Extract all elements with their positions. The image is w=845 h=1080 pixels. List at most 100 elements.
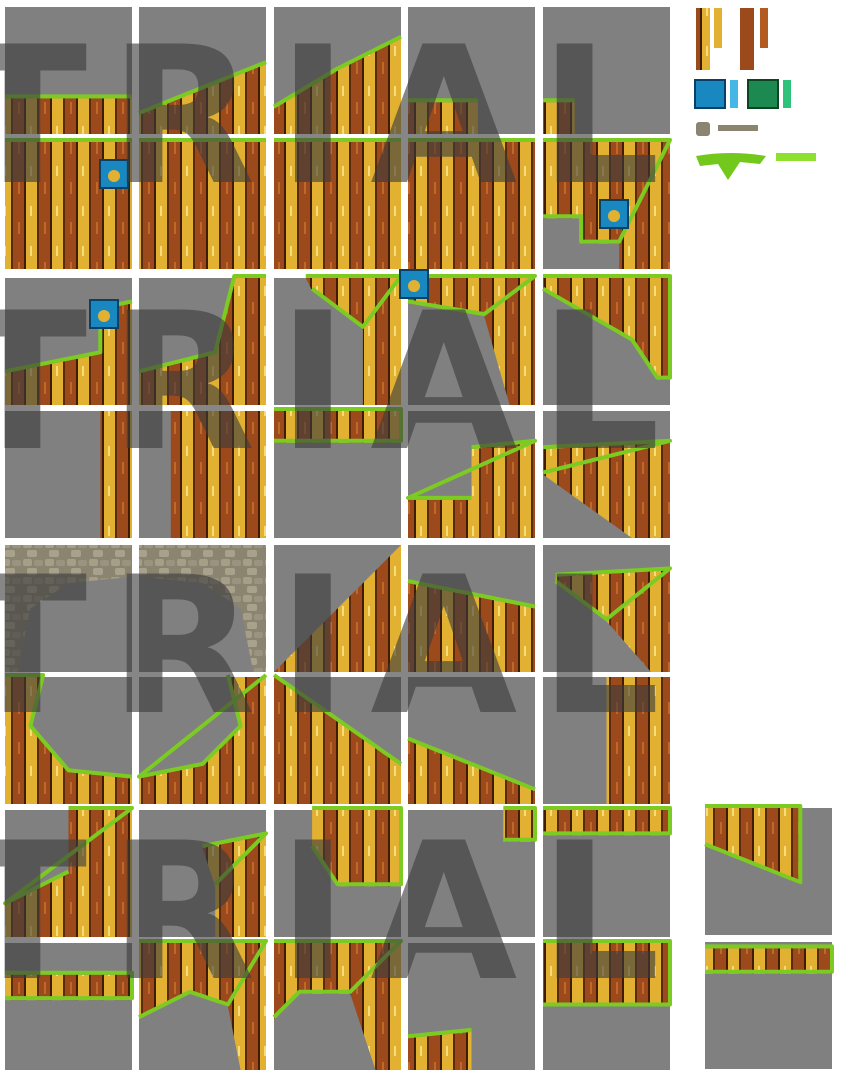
tile (138, 274, 266, 405)
tile (138, 939, 268, 1070)
grass-edge (554, 566, 672, 622)
paw-block (89, 299, 119, 329)
tile (407, 545, 536, 672)
grass-edge (3, 806, 134, 906)
tile (543, 677, 670, 804)
tile (543, 7, 670, 134)
tile (274, 407, 403, 538)
tile (139, 810, 268, 937)
tile-background (5, 943, 132, 1070)
color-swatch (783, 80, 791, 108)
tile (408, 138, 535, 269)
tile (407, 943, 535, 1070)
paw-block-frame (399, 269, 429, 299)
wood-terrain (408, 740, 535, 804)
paw-icon (608, 210, 620, 222)
paw-block-frame (99, 159, 129, 189)
tile (137, 673, 268, 804)
tile (543, 806, 672, 937)
grass-edge (542, 438, 672, 475)
watermark-text: TRIAL (0, 536, 682, 757)
tile (543, 939, 672, 1070)
wood-terrain (5, 677, 132, 804)
color-swatch (714, 8, 722, 48)
grass-edge (407, 579, 536, 609)
tile (274, 138, 401, 269)
wood-terrain (274, 677, 401, 804)
tile-grid (3, 7, 834, 1070)
stone-arch (139, 545, 266, 672)
wood-terrain (543, 943, 670, 1007)
grass-swatch (696, 153, 766, 180)
wood-terrain (5, 974, 132, 1001)
wood-swatch (696, 8, 710, 70)
color-swatch (776, 153, 816, 161)
wood-terrain (606, 677, 670, 804)
grass-edge (406, 438, 537, 500)
color-swatch (730, 80, 738, 108)
wood-terrain (408, 142, 535, 269)
wood-terrain (705, 948, 832, 974)
watermark-text: TRIAL (0, 802, 682, 1023)
grass-edge (310, 806, 403, 887)
tile (407, 274, 537, 405)
grass-edge (5, 673, 133, 779)
grass-edge (543, 939, 672, 1007)
wood-terrain (5, 303, 132, 405)
paw-icon (108, 170, 120, 182)
tile (406, 411, 537, 538)
grass-edge (272, 939, 403, 1019)
wood-terrain (408, 102, 478, 134)
tile (408, 7, 535, 134)
paw-block (99, 159, 129, 189)
wood-terrain (139, 142, 266, 269)
watermark-text: TRIAL (0, 6, 682, 227)
tile (139, 138, 266, 269)
wood-terrain (503, 810, 535, 842)
wood-terrain (555, 570, 670, 672)
grass-edge (543, 138, 672, 244)
wood-terrain (202, 835, 266, 937)
grass-edge (138, 60, 267, 115)
grass-edge (407, 736, 536, 792)
grass-edge (705, 944, 834, 974)
tile (5, 411, 132, 538)
grass-edge (407, 1027, 472, 1039)
grass-edge (503, 806, 537, 842)
grass-edge (407, 274, 537, 317)
grass-edge (272, 35, 402, 109)
tile (138, 7, 267, 134)
wood-terrain (408, 278, 535, 405)
tile (704, 804, 832, 935)
tile (274, 274, 403, 405)
wood-terrain (543, 102, 575, 134)
wood-terrain (408, 1031, 472, 1070)
grass-edge (137, 673, 268, 779)
tile (705, 942, 834, 1069)
grass-edge (305, 274, 403, 329)
grass-edge (274, 407, 403, 443)
watermarks: TRIAL TRIAL TRIAL TRIAL (0, 6, 682, 1023)
wood-terrain (139, 64, 266, 134)
wood-terrain (274, 411, 401, 443)
paw-icon (98, 310, 110, 322)
wood-swatch (740, 8, 754, 70)
wood-terrain (5, 98, 132, 134)
grass-edge (5, 970, 134, 1001)
tile (272, 939, 403, 1070)
wood-terrain (705, 808, 801, 885)
tile (139, 411, 266, 538)
wood-terrain (408, 442, 535, 538)
wood-terrain (274, 38, 401, 134)
tile (272, 7, 402, 134)
watermark-text: TRIAL (0, 272, 682, 493)
stone-arch (5, 545, 132, 672)
paw-block (399, 269, 429, 299)
tile (274, 806, 403, 937)
tile (542, 274, 672, 405)
grass-edge (138, 939, 268, 1019)
wood-terrain (139, 943, 266, 1070)
grass-edge (704, 804, 803, 885)
stone-swatch (696, 122, 710, 136)
